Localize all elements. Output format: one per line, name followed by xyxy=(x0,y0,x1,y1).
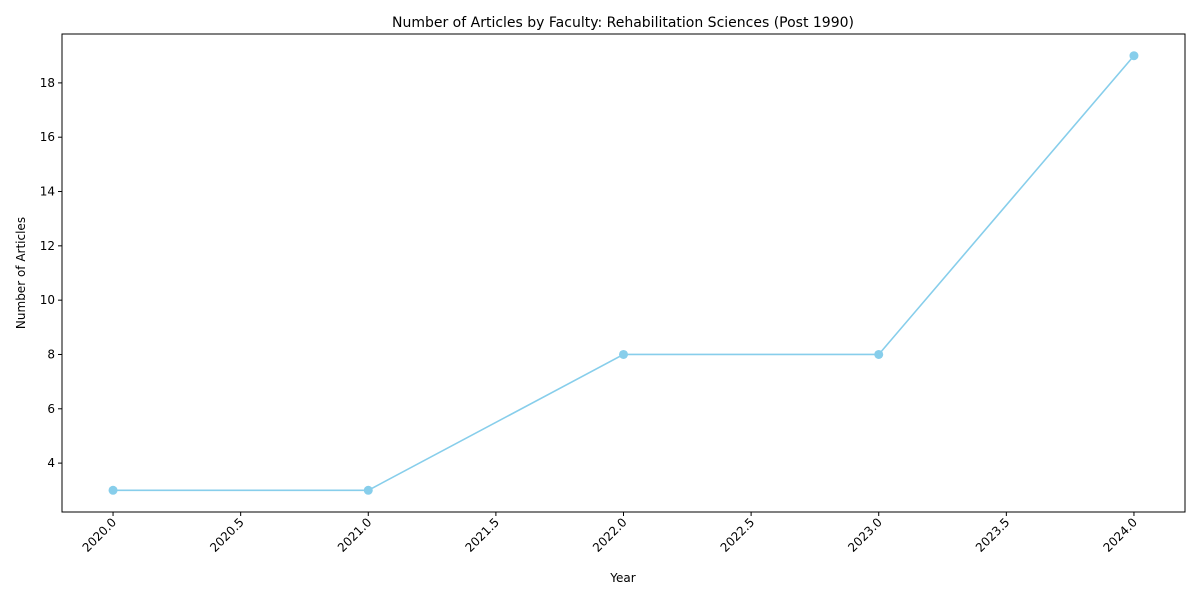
x-axis-label: Year xyxy=(609,571,635,585)
data-point xyxy=(108,485,118,495)
x-tick-label: 2021.5 xyxy=(462,515,502,555)
x-tick-label: 2020.5 xyxy=(207,515,247,555)
series-layer xyxy=(108,51,1139,495)
chart-title: Number of Articles by Faculty: Rehabilit… xyxy=(392,15,854,31)
data-point xyxy=(874,349,884,359)
x-tick-label: 2022.5 xyxy=(718,515,758,555)
y-axis-ticks: 4 6 8 10 12 14 16 18 xyxy=(40,76,62,470)
y-tick-label: 8 xyxy=(47,347,55,361)
x-tick-label: 2023.0 xyxy=(845,515,885,555)
data-point xyxy=(363,485,373,495)
y-tick-label: 12 xyxy=(40,239,55,253)
x-axis-ticks: 2020.0 2020.5 2021.0 2021.5 2022.0 2022.5 2023… xyxy=(80,512,1140,555)
x-tick-label: 2024.0 xyxy=(1100,515,1140,555)
x-tick-label: 2022.0 xyxy=(590,515,630,555)
y-tick-label: 6 xyxy=(47,402,55,416)
x-tick-label: 2023.5 xyxy=(973,515,1013,555)
plot-area xyxy=(61,33,1186,513)
x-tick-label: 2021.0 xyxy=(335,515,375,555)
data-point xyxy=(1129,51,1139,61)
y-tick-label: 18 xyxy=(40,76,55,90)
data-point xyxy=(619,349,628,359)
y-tick-label: 14 xyxy=(40,185,55,199)
x-tick-label: 2020.0 xyxy=(80,515,120,555)
y-axis-label: Number of Articles xyxy=(14,217,28,329)
y-tick-label: 4 xyxy=(47,456,55,470)
y-tick-label: 10 xyxy=(40,293,55,307)
series-line xyxy=(113,55,1135,492)
y-tick-label: 16 xyxy=(40,130,55,144)
